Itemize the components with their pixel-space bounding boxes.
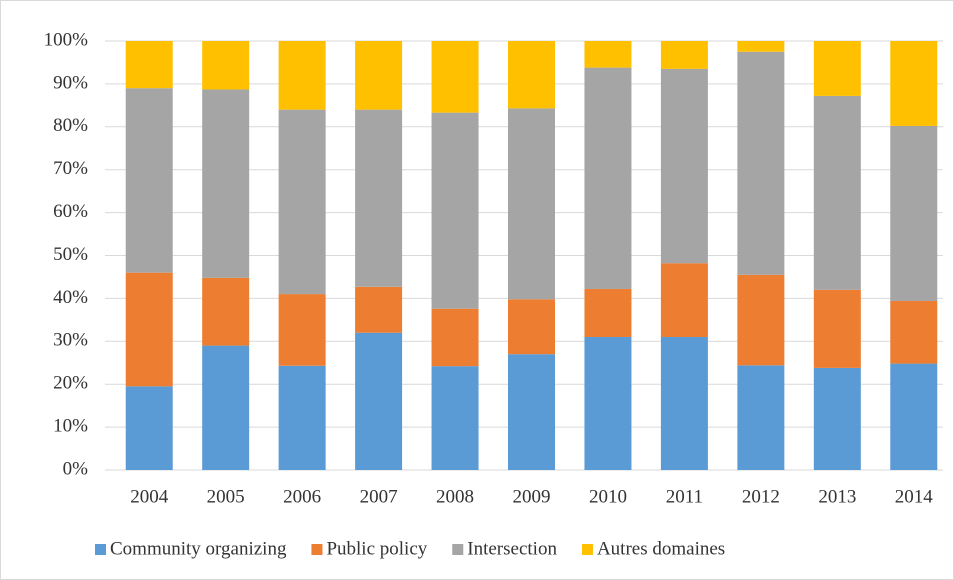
bar-segment <box>431 41 479 113</box>
bar-segment <box>813 289 861 368</box>
legend-label: Intersection <box>467 538 557 559</box>
y-tick-label: 50% <box>53 244 88 265</box>
legend-swatch <box>95 544 106 555</box>
bar-segment <box>890 300 938 364</box>
y-tick-label: 60% <box>53 201 88 222</box>
y-tick-label: 20% <box>53 373 88 394</box>
bar-segment <box>431 366 479 470</box>
bar-segment <box>125 386 173 470</box>
bar-segment <box>508 108 555 300</box>
bar-segment <box>508 299 555 355</box>
legend-swatch <box>311 544 323 555</box>
y-tick-label: 70% <box>53 158 88 179</box>
bar-segment <box>890 41 938 126</box>
x-tick-label: 2005 <box>207 486 245 507</box>
x-tick-label: 2009 <box>513 486 551 507</box>
bar-segment <box>737 274 785 366</box>
x-tick-label: 2006 <box>283 486 321 507</box>
bar-segment <box>508 354 555 470</box>
x-tick-label: 2014 <box>895 486 934 507</box>
bar-segment <box>125 272 173 387</box>
bar-segment <box>813 367 861 470</box>
bar-segment <box>202 345 250 470</box>
bar-segment <box>202 41 250 90</box>
bar-segment <box>278 109 326 295</box>
x-tick-label: 2010 <box>589 486 627 507</box>
bar-segment <box>660 337 708 470</box>
y-tick-label: 80% <box>53 115 88 136</box>
y-tick-label: 90% <box>53 72 88 93</box>
legend-swatch <box>581 544 593 555</box>
y-tick-label: 100% <box>44 29 89 50</box>
bar-segment <box>813 41 861 96</box>
x-tick-label: 2013 <box>818 486 856 507</box>
bar-segment <box>202 89 250 278</box>
bar-segment <box>355 332 403 470</box>
bar-segment <box>737 365 785 470</box>
bar-segment <box>660 41 708 69</box>
bar-segment <box>737 51 785 275</box>
bar-segment <box>890 125 938 301</box>
bar-segment <box>584 41 632 68</box>
y-tick-label: 0% <box>63 458 89 479</box>
x-tick-label: 2011 <box>666 486 703 507</box>
bar-segment <box>431 112 479 309</box>
bar-segment <box>278 365 326 470</box>
bar-segment <box>660 263 708 338</box>
legend-label: Autres domaines <box>597 538 725 559</box>
y-tick-label: 40% <box>53 287 88 308</box>
bar-segment <box>813 95 861 290</box>
bar-segment <box>278 41 326 110</box>
bar-segment <box>125 41 173 89</box>
bar-segment <box>125 88 173 273</box>
bar-segment <box>660 68 708 264</box>
bar-segment <box>584 288 632 338</box>
bar-segment <box>737 41 785 52</box>
bar-segment <box>508 41 555 109</box>
bar-segment <box>584 337 632 470</box>
bar-segment <box>431 308 479 367</box>
bar-segment <box>890 363 938 470</box>
x-tick-label: 2004 <box>130 486 169 507</box>
legend-label: Community organizing <box>110 538 287 559</box>
bar-segment <box>355 109 403 287</box>
x-tick-label: 2008 <box>436 486 474 507</box>
x-tick-label: 2012 <box>742 486 780 507</box>
bar-segment <box>584 67 632 289</box>
legend-swatch <box>452 544 464 555</box>
bar-segment <box>202 277 250 346</box>
bar-segment <box>278 294 326 366</box>
bar-segment <box>355 41 403 110</box>
legend-label: Public policy <box>326 538 427 559</box>
x-tick-label: 2007 <box>360 486 398 507</box>
bar-segment <box>355 286 403 333</box>
y-tick-label: 10% <box>53 415 88 436</box>
y-tick-label: 30% <box>53 330 88 351</box>
